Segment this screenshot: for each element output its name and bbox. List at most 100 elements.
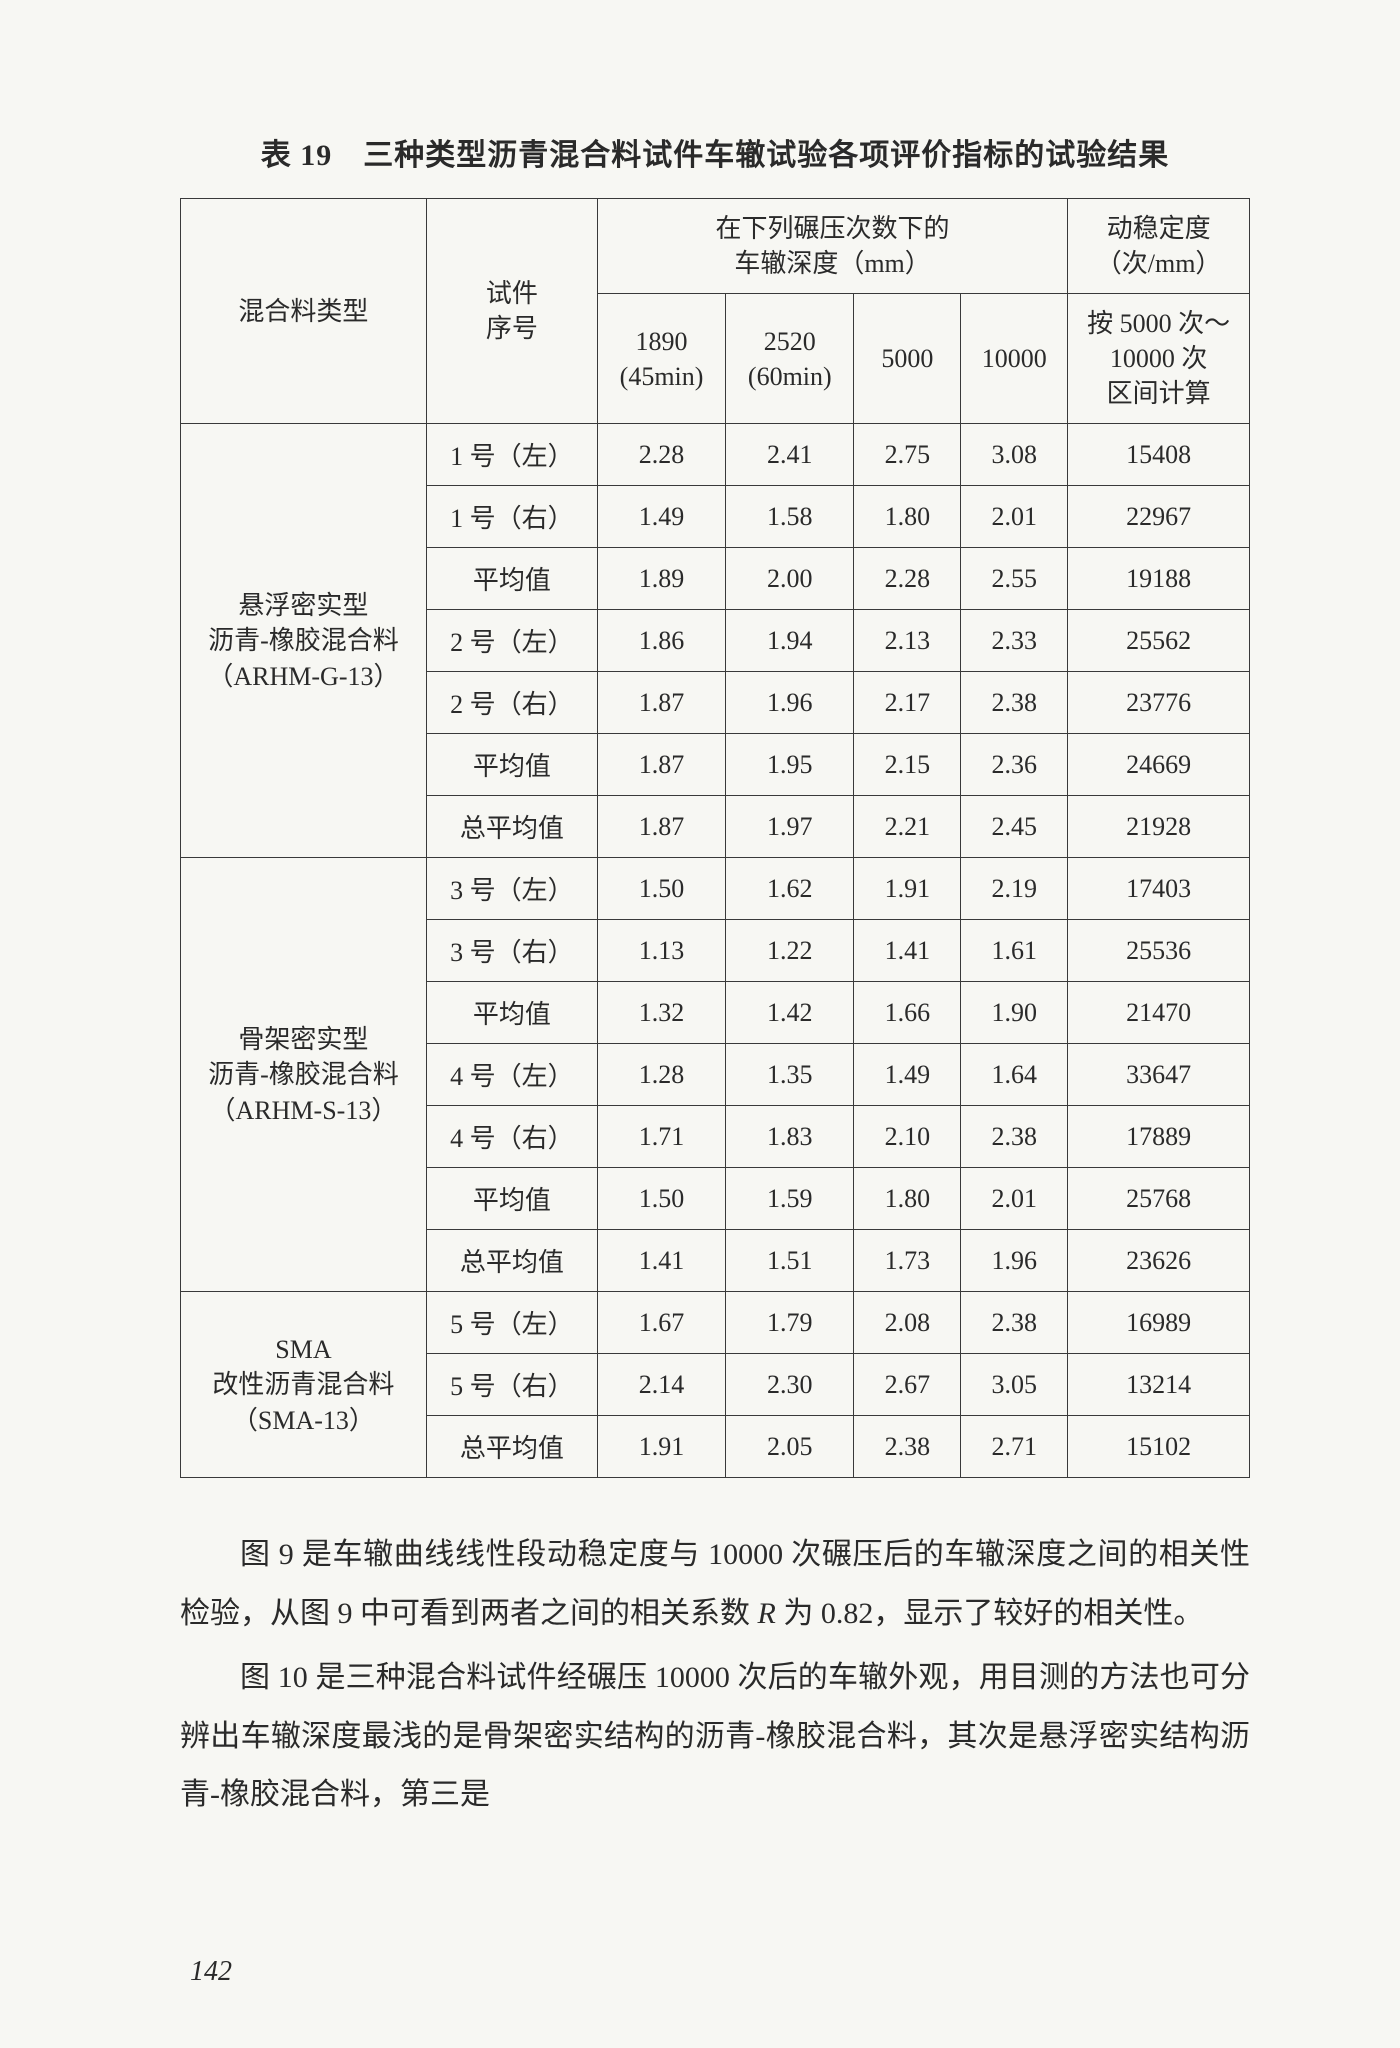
cell-depth: 1.91 xyxy=(597,1416,725,1478)
cell-depth: 2.41 xyxy=(726,424,854,486)
cell-stability: 19188 xyxy=(1068,548,1250,610)
table-row: SMA改性沥青混合料（SMA-13）5 号（左）1.671.792.082.38… xyxy=(181,1292,1250,1354)
cell-depth: 2.05 xyxy=(726,1416,854,1478)
cell-spec: 2 号（右） xyxy=(426,672,597,734)
th-stab-group: 动稳定度（次/mm） xyxy=(1068,199,1250,294)
cell-depth: 1.73 xyxy=(854,1230,961,1292)
cell-depth: 1.87 xyxy=(597,672,725,734)
cell-spec: 总平均值 xyxy=(426,1416,597,1478)
cell-stability: 25562 xyxy=(1068,610,1250,672)
cell-stability: 16989 xyxy=(1068,1292,1250,1354)
cell-depth: 1.61 xyxy=(961,920,1068,982)
th-mixtype: 混合料类型 xyxy=(181,199,427,424)
cell-depth: 1.87 xyxy=(597,796,725,858)
cell-depth: 1.67 xyxy=(597,1292,725,1354)
cell-depth: 2.45 xyxy=(961,796,1068,858)
cell-depth: 2.71 xyxy=(961,1416,1068,1478)
cell-stability: 21470 xyxy=(1068,982,1250,1044)
th-d2: 2520(60min) xyxy=(726,294,854,424)
cell-depth: 1.22 xyxy=(726,920,854,982)
cell-spec: 4 号（左） xyxy=(426,1044,597,1106)
cell-depth: 2.17 xyxy=(854,672,961,734)
cell-stability: 17889 xyxy=(1068,1106,1250,1168)
cell-spec: 5 号（左） xyxy=(426,1292,597,1354)
cell-depth: 1.79 xyxy=(726,1292,854,1354)
cell-depth: 2.14 xyxy=(597,1354,725,1416)
var-R: R xyxy=(758,1597,776,1630)
cell-depth: 1.80 xyxy=(854,1168,961,1230)
cell-spec: 4 号（右） xyxy=(426,1106,597,1168)
cell-stability: 25768 xyxy=(1068,1168,1250,1230)
cell-depth: 1.41 xyxy=(854,920,961,982)
th-d4: 10000 xyxy=(961,294,1068,424)
cell-spec: 平均值 xyxy=(426,734,597,796)
cell-depth: 1.49 xyxy=(854,1044,961,1106)
cell-depth: 1.35 xyxy=(726,1044,854,1106)
cell-depth: 1.86 xyxy=(597,610,725,672)
cell-depth: 2.38 xyxy=(961,672,1068,734)
cell-spec: 总平均值 xyxy=(426,1230,597,1292)
cell-depth: 1.91 xyxy=(854,858,961,920)
cell-depth: 2.28 xyxy=(854,548,961,610)
cell-depth: 1.59 xyxy=(726,1168,854,1230)
cell-mixtype: 悬浮密实型沥青-橡胶混合料（ARHM-G-13） xyxy=(181,424,427,858)
cell-depth: 1.80 xyxy=(854,486,961,548)
cell-stability: 25536 xyxy=(1068,920,1250,982)
cell-depth: 2.36 xyxy=(961,734,1068,796)
cell-depth: 2.15 xyxy=(854,734,961,796)
cell-depth: 3.08 xyxy=(961,424,1068,486)
cell-stability: 15408 xyxy=(1068,424,1250,486)
cell-spec: 平均值 xyxy=(426,1168,597,1230)
paragraph-2: 图 10 是三种混合料试件经碾压 10000 次后的车辙外观，用目测的方法也可分… xyxy=(180,1649,1250,1825)
cell-depth: 2.19 xyxy=(961,858,1068,920)
cell-depth: 1.42 xyxy=(726,982,854,1044)
cell-stability: 17403 xyxy=(1068,858,1250,920)
cell-depth: 1.96 xyxy=(726,672,854,734)
cell-depth: 1.94 xyxy=(726,610,854,672)
cell-depth: 1.50 xyxy=(597,1168,725,1230)
results-table: 混合料类型 试件序号 在下列碾压次数下的车辙深度（mm） 动稳定度（次/mm） … xyxy=(180,198,1250,1478)
cell-depth: 3.05 xyxy=(961,1354,1068,1416)
paragraph-1: 图 9 是车辙曲线线性段动稳定度与 10000 次碾压后的车辙深度之间的相关性检… xyxy=(180,1526,1250,1643)
cell-spec: 3 号（右） xyxy=(426,920,597,982)
table-row: 悬浮密实型沥青-橡胶混合料（ARHM-G-13）1 号（左）2.282.412.… xyxy=(181,424,1250,486)
cell-spec: 2 号（左） xyxy=(426,610,597,672)
cell-depth: 1.58 xyxy=(726,486,854,548)
cell-spec: 1 号（左） xyxy=(426,424,597,486)
cell-depth: 1.51 xyxy=(726,1230,854,1292)
cell-depth: 2.38 xyxy=(854,1416,961,1478)
cell-depth: 2.01 xyxy=(961,486,1068,548)
cell-depth: 2.55 xyxy=(961,548,1068,610)
cell-depth: 1.28 xyxy=(597,1044,725,1106)
cell-depth: 2.10 xyxy=(854,1106,961,1168)
cell-depth: 2.21 xyxy=(854,796,961,858)
cell-stability: 13214 xyxy=(1068,1354,1250,1416)
cell-depth: 1.41 xyxy=(597,1230,725,1292)
th-depth-group: 在下列碾压次数下的车辙深度（mm） xyxy=(597,199,1067,294)
body-text: 图 9 是车辙曲线线性段动稳定度与 10000 次碾压后的车辙深度之间的相关性检… xyxy=(180,1526,1250,1825)
cell-spec: 总平均值 xyxy=(426,796,597,858)
cell-depth: 2.28 xyxy=(597,424,725,486)
th-d3: 5000 xyxy=(854,294,961,424)
cell-stability: 23626 xyxy=(1068,1230,1250,1292)
cell-depth: 1.87 xyxy=(597,734,725,796)
cell-depth: 2.00 xyxy=(726,548,854,610)
cell-depth: 2.33 xyxy=(961,610,1068,672)
cell-stability: 23776 xyxy=(1068,672,1250,734)
cell-stability: 21928 xyxy=(1068,796,1250,858)
cell-spec: 3 号（左） xyxy=(426,858,597,920)
table-row: 骨架密实型沥青-橡胶混合料（ARHM-S-13）3 号（左）1.501.621.… xyxy=(181,858,1250,920)
cell-mixtype: 骨架密实型沥青-橡胶混合料（ARHM-S-13） xyxy=(181,858,427,1292)
cell-depth: 1.49 xyxy=(597,486,725,548)
cell-spec: 平均值 xyxy=(426,982,597,1044)
cell-stability: 24669 xyxy=(1068,734,1250,796)
cell-depth: 1.32 xyxy=(597,982,725,1044)
page-number: 142 xyxy=(190,1956,232,1988)
cell-depth: 1.97 xyxy=(726,796,854,858)
cell-depth: 2.01 xyxy=(961,1168,1068,1230)
cell-spec: 平均值 xyxy=(426,548,597,610)
th-specno: 试件序号 xyxy=(426,199,597,424)
cell-depth: 2.38 xyxy=(961,1292,1068,1354)
cell-depth: 2.08 xyxy=(854,1292,961,1354)
cell-depth: 1.13 xyxy=(597,920,725,982)
